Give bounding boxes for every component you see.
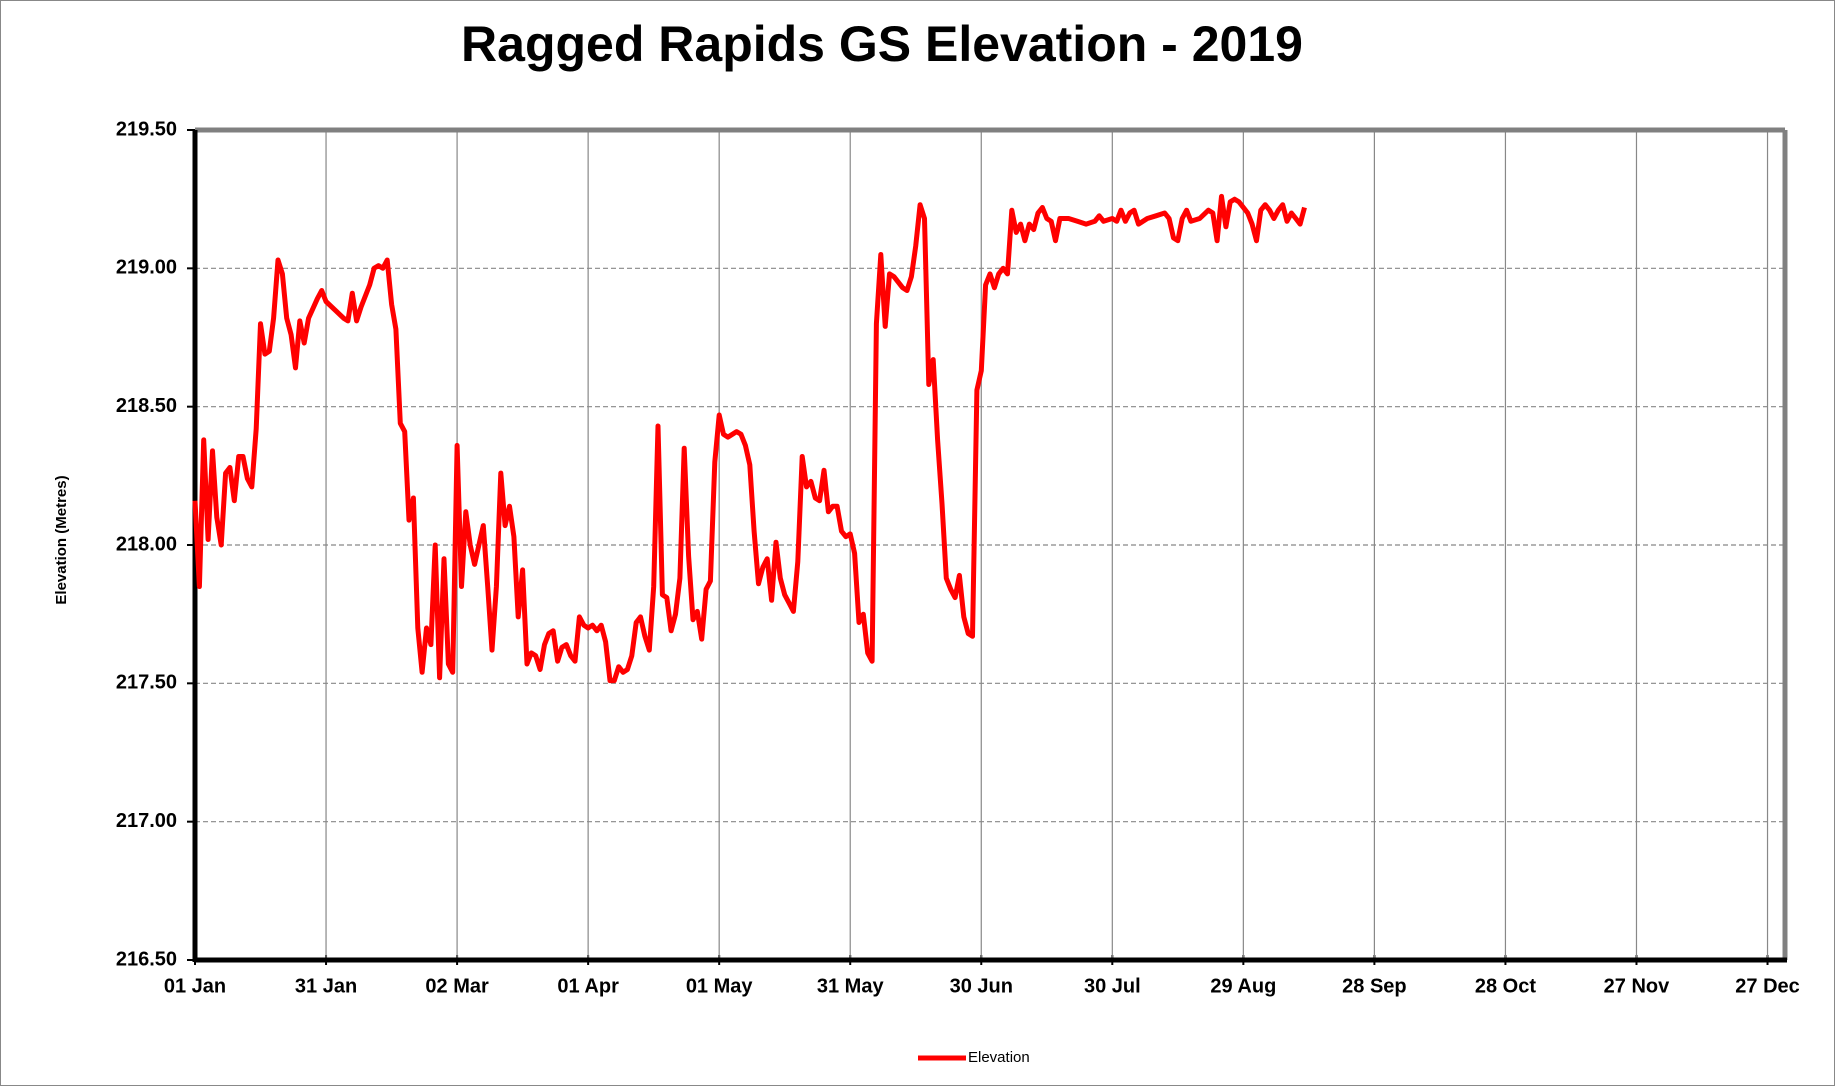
x-tick-label: 01 May	[686, 975, 754, 997]
line	[192, 193, 1307, 684]
y-tick-label: 217.00	[116, 810, 177, 832]
x-tick-label: 31 Jan	[295, 975, 357, 997]
x-tick-label: 01 Jan	[164, 975, 226, 997]
x-tick-label: 02 Mar	[425, 975, 489, 997]
x-tick-label: 30 Jun	[950, 975, 1013, 997]
x-tick-label: 01 Apr	[557, 975, 619, 997]
x-tick-label: 29 Aug	[1210, 975, 1276, 997]
x-tick-label: 31 May	[817, 975, 885, 997]
x-tick-label: 27 Dec	[1735, 975, 1800, 997]
x-tick-label: 28 Oct	[1475, 975, 1536, 997]
chart-title: Ragged Rapids GS Elevation - 2019	[461, 16, 1303, 72]
y-tick-label: 217.50	[116, 672, 177, 694]
y-tick-label: 219.50	[116, 118, 177, 140]
y-tick-label: 218.00	[116, 533, 177, 555]
legend-label: Elevation	[968, 1049, 1030, 1066]
x-tick-label: 27 Nov	[1604, 975, 1670, 997]
y-tick-label: 218.50	[116, 395, 177, 417]
x-tick-label: 30 Jul	[1084, 975, 1141, 997]
y-tick-label: 219.00	[116, 257, 177, 279]
y-axis-label: Elevation (Metres)	[53, 475, 70, 604]
y-tick-label: 216.50	[116, 948, 177, 970]
x-tick-label: 28 Sep	[1342, 975, 1406, 997]
